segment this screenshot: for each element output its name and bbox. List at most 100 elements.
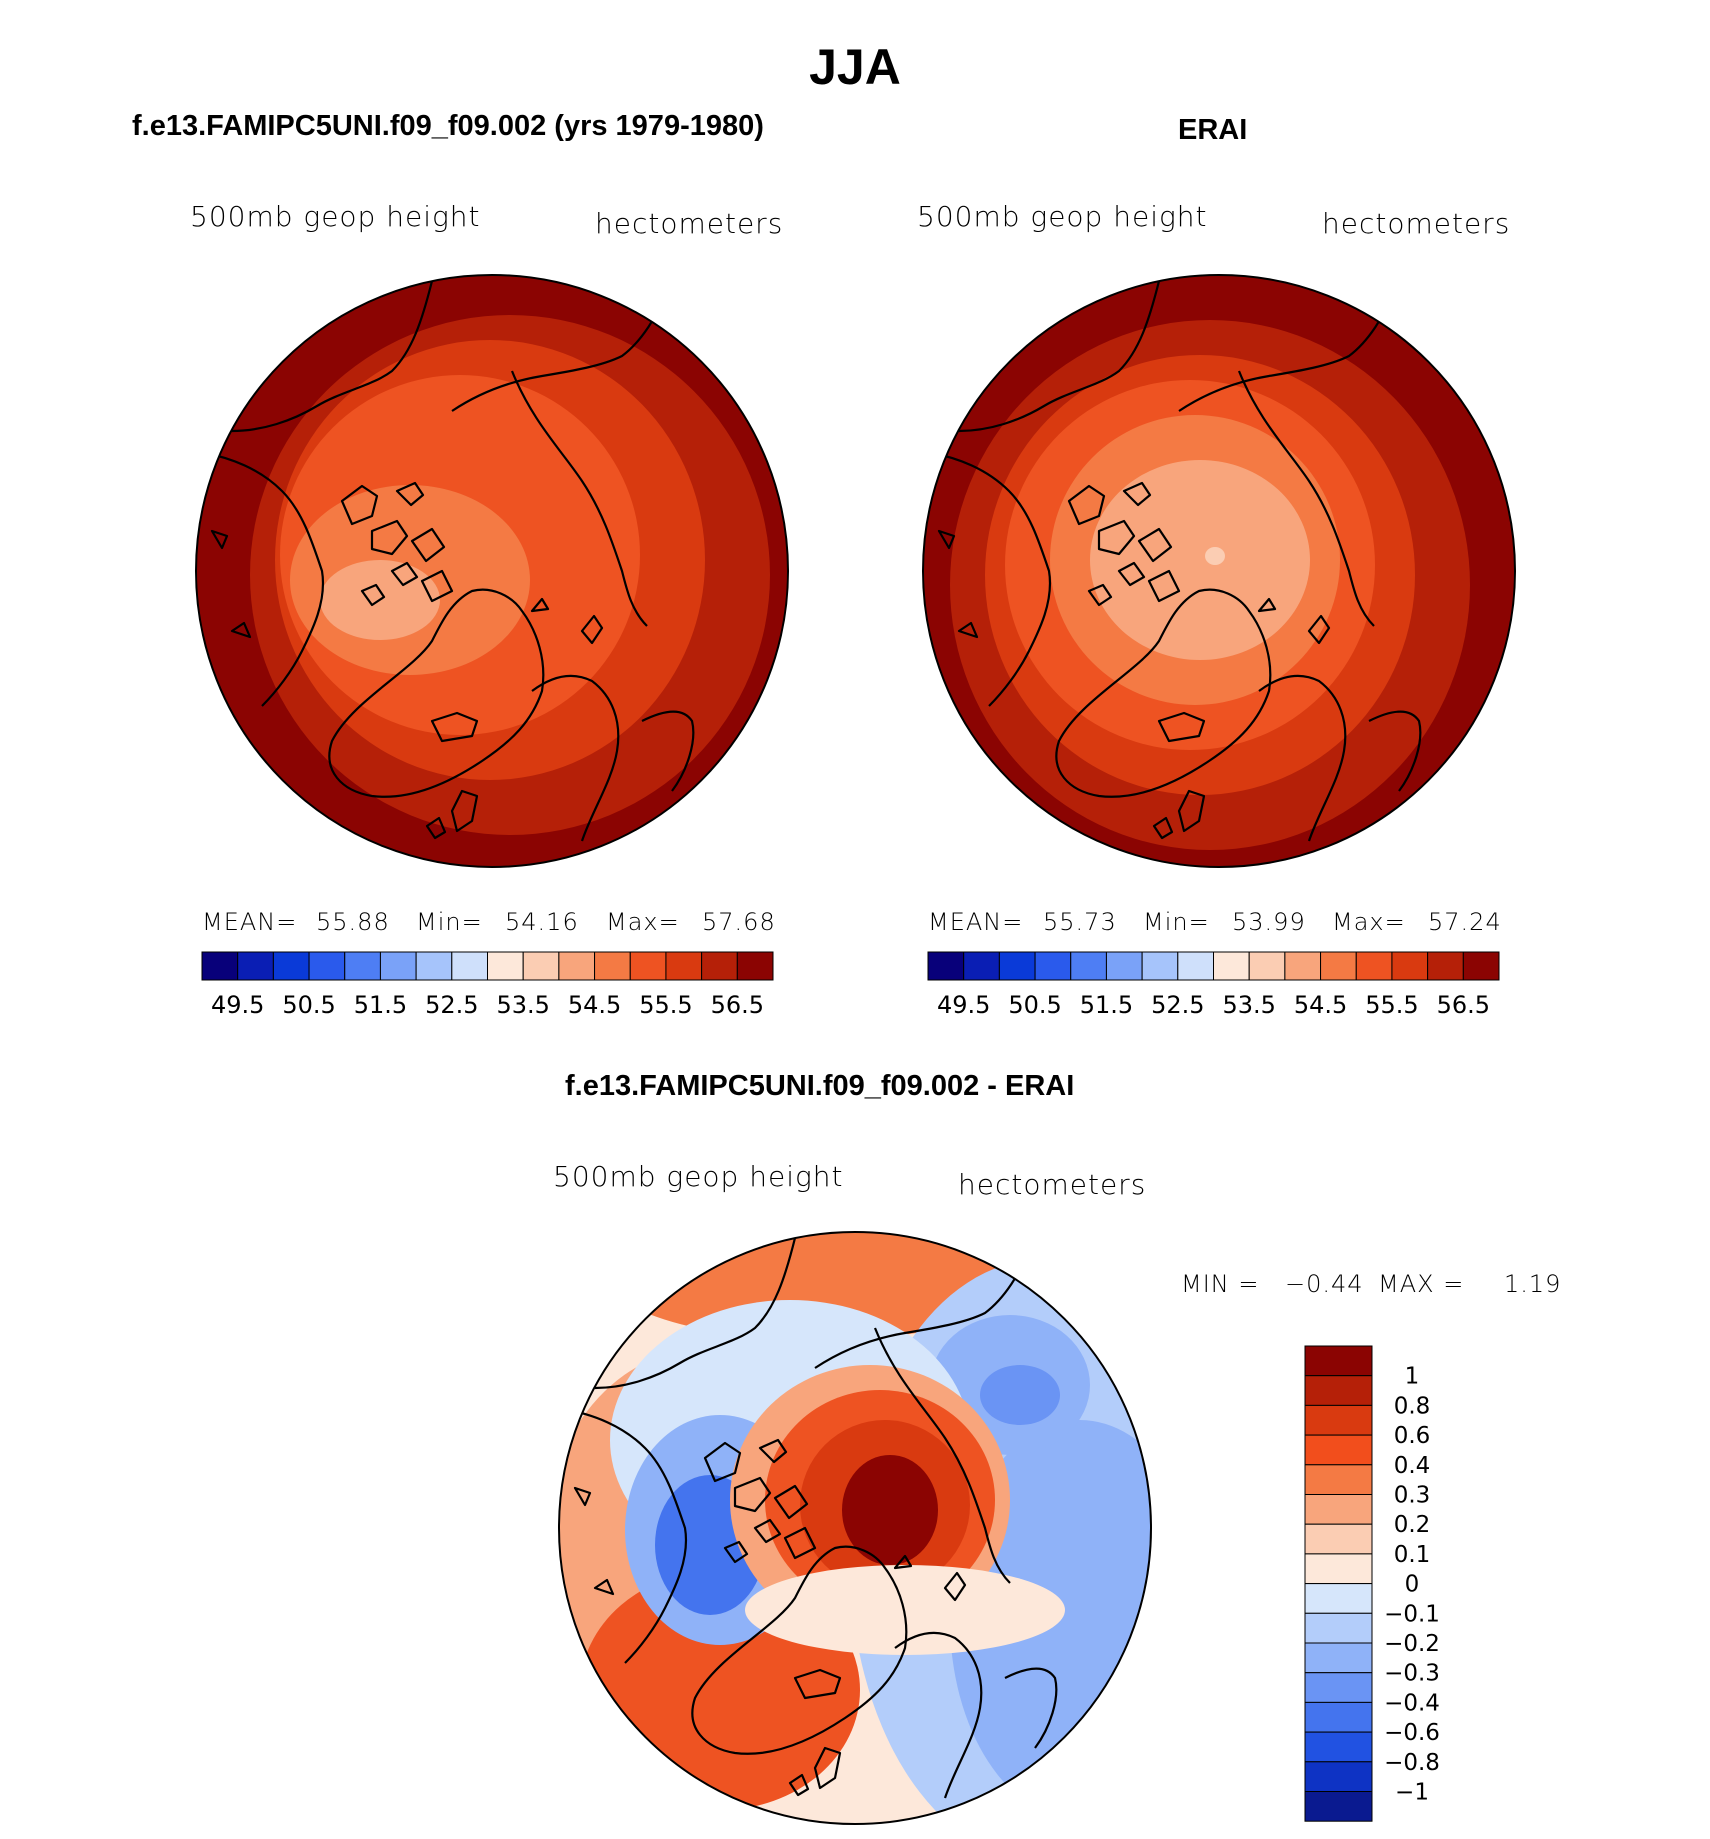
panel1-colorbar-swatch	[629, 951, 667, 981]
panel3-colorbar-swatch	[1304, 1761, 1373, 1793]
panel3-colorbar-swatch	[1304, 1523, 1373, 1555]
panel3-colorbar-tick-label: −0.6	[1384, 1720, 1440, 1746]
panel3-colorbar-tick-label: 0.4	[1394, 1453, 1431, 1479]
panel1-map	[196, 275, 788, 867]
panel3-colorbar-swatch	[1304, 1701, 1373, 1733]
panel1-colorbar-tick-label: 52.5	[425, 991, 478, 1019]
panel3-max-value: 1.19	[1504, 1270, 1562, 1298]
panel1-left-label: 500mb geop height	[190, 200, 481, 233]
panel1-colorbar-tick-label: 53.5	[496, 991, 549, 1019]
panel3-right-label: hectometers	[958, 1168, 1147, 1201]
panel1-colorbar-tick-label: 51.5	[354, 991, 407, 1019]
panel3-map-border	[558, 1231, 1152, 1825]
panel1-mean-label: MEAN=	[202, 908, 298, 936]
panel1-colorbar-swatch	[487, 951, 524, 981]
panel3-colorbar-tick-label: 1	[1405, 1364, 1420, 1390]
panel1-title: f.e13.FAMIPC5UNI.f09_f09.002 (yrs 1979-1…	[132, 110, 764, 142]
panel2-map	[923, 275, 1515, 867]
panel2-map-border	[922, 274, 1516, 868]
panel2-min-value: 53.99	[1232, 908, 1306, 936]
panel1-colorbar-tick-label: 55.5	[639, 991, 692, 1019]
panel2-colorbar-swatch	[1105, 951, 1143, 981]
panel2-colorbar-swatch	[1248, 951, 1286, 981]
panel1-colorbar-swatch	[522, 951, 560, 981]
panel3-max-label: MAX =	[1378, 1270, 1465, 1298]
panel3-colorbar-swatch	[1304, 1583, 1373, 1614]
panel2-mean-label: MEAN=	[928, 908, 1024, 936]
panel2-colorbar-tick-label: 56.5	[1437, 991, 1490, 1019]
panel2-colorbar-swatch	[1355, 951, 1393, 981]
panel2-colorbar-swatch	[927, 951, 965, 981]
panel1-colorbar-swatch	[272, 951, 310, 981]
panel2-right-label: hectometers	[1322, 207, 1511, 240]
panel1-colorbar-tick-label: 54.5	[568, 991, 621, 1019]
panel2-colorbar-swatch	[1213, 951, 1250, 981]
panel2-colorbar-swatch	[1427, 951, 1464, 981]
panel3-colorbar-tick-label: 0	[1405, 1572, 1420, 1598]
panel3-colorbar-swatch	[1304, 1375, 1373, 1406]
panel1-colorbar-tick-label: 49.5	[211, 991, 264, 1019]
panel2-colorbar-swatch	[1391, 951, 1429, 981]
panel1-min-value: 54.16	[505, 908, 579, 936]
panel1-map-border	[195, 274, 789, 868]
panel3-colorbar-swatch	[1304, 1345, 1373, 1377]
panel3-colorbar-swatch	[1304, 1553, 1373, 1585]
panel1-colorbar-swatch	[379, 951, 417, 981]
panel3-colorbar-swatch	[1304, 1494, 1373, 1525]
panel1-colorbar: 49.5 50.5 51.5 52.5 53.5 54.5 55.5 56.5	[201, 951, 774, 1019]
panel3-colorbar-tick-label: −0.3	[1384, 1661, 1440, 1687]
panel3-colorbar-tick-label: −0.1	[1384, 1601, 1440, 1627]
panel1-mean-value: 55.88	[316, 908, 390, 936]
panel1-colorbar-swatch	[665, 951, 703, 981]
panel3-colorbar-swatch	[1304, 1791, 1373, 1822]
panel3-colorbar-swatch	[1304, 1672, 1373, 1703]
panel2-colorbar-swatch	[1284, 951, 1322, 981]
panel3-colorbar-tick-label: −0.2	[1384, 1631, 1440, 1657]
figure-title: JJA	[809, 39, 901, 95]
panel1-colorbar-tick-label: 56.5	[711, 991, 764, 1019]
panel1-colorbar-swatch	[201, 951, 239, 981]
panel3-colorbar-swatch	[1304, 1434, 1373, 1466]
panel1-colorbar-swatch	[736, 951, 774, 981]
panel2-mean-value: 55.73	[1043, 908, 1117, 936]
panel3-colorbar-tick-label: 0.6	[1394, 1423, 1431, 1449]
panel2-colorbar-swatch	[1462, 951, 1500, 981]
panel2-colorbar-tick-label: 51.5	[1080, 991, 1133, 1019]
panel3-left-label: 500mb geop height	[553, 1160, 844, 1193]
panel1-max-value: 57.68	[702, 908, 776, 936]
panel2-max-label: Max=	[1332, 908, 1406, 936]
panel2-colorbar-tick-label: 52.5	[1151, 991, 1204, 1019]
panel2-colorbar-swatch	[1141, 951, 1179, 981]
panel1-min-label: Min=	[416, 908, 483, 936]
panel3-colorbar-swatch	[1304, 1612, 1373, 1644]
panel1-colorbar-swatch	[558, 951, 596, 981]
panel1-colorbar-swatch	[701, 951, 738, 981]
panel3-colorbar-tick-label: −0.8	[1384, 1750, 1440, 1776]
panel3-colorbar-tick-label: 0.2	[1394, 1512, 1431, 1538]
panel2-left-label: 500mb geop height	[917, 200, 1208, 233]
panel3-title: f.e13.FAMIPC5UNI.f09_f09.002 - ERAI	[565, 1070, 1075, 1102]
panel2-colorbar-tick-label: 55.5	[1365, 991, 1418, 1019]
panel3-colorbar-swatch	[1304, 1642, 1373, 1674]
panel1-colorbar-swatch	[308, 951, 346, 981]
panel3-colorbar-tick-label: 0.1	[1394, 1542, 1431, 1568]
panel3-colorbar-tick-label: −0.4	[1384, 1690, 1440, 1716]
panel2-colorbar-tick-label: 54.5	[1294, 991, 1347, 1019]
panel1-right-label: hectometers	[595, 207, 784, 240]
panel3-colorbar-swatch	[1304, 1404, 1373, 1436]
panel2-colorbar-swatch	[963, 951, 1000, 981]
panel2-colorbar-swatch	[1070, 951, 1107, 981]
panel3-min-label: MIN =	[1181, 1270, 1260, 1298]
panel3-colorbar-tick-label: 0.8	[1394, 1393, 1431, 1419]
panel3-colorbar-tick-label: 0.3	[1394, 1483, 1431, 1509]
panel2-colorbar-tick-label: 50.5	[1008, 991, 1061, 1019]
panel2-max-value: 57.24	[1428, 908, 1502, 936]
panel3-colorbar-swatch	[1304, 1731, 1373, 1763]
panel1-colorbar-tick-label: 50.5	[282, 991, 335, 1019]
panel3-colorbar-tick-label: −1	[1395, 1780, 1429, 1806]
panel2-title: ERAI	[1178, 114, 1248, 146]
panel2-colorbar-swatch	[1177, 951, 1214, 981]
panel1-max-label: Max=	[606, 908, 680, 936]
panel1-colorbar-swatch	[237, 951, 274, 981]
